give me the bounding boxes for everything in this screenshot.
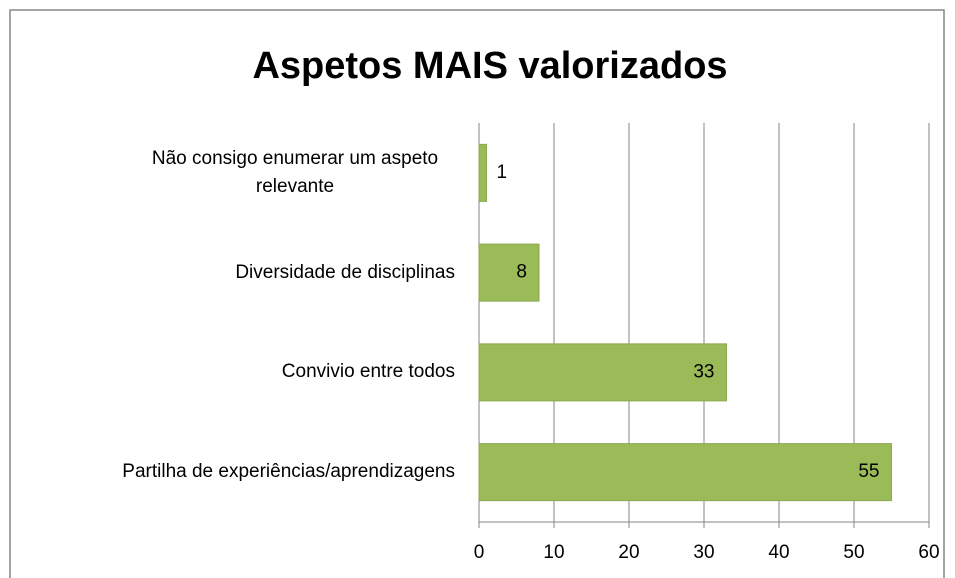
value-label: 33 — [693, 361, 714, 382]
x-tick-label: 20 — [618, 542, 639, 563]
bar — [478, 443, 892, 502]
bar — [478, 243, 540, 302]
x-tick-label: 30 — [693, 542, 714, 563]
value-label: 8 — [516, 262, 527, 283]
x-tick-label: 50 — [843, 542, 864, 563]
category-label: Convivio entre todos — [281, 361, 455, 383]
category-label: Diversidade de disciplinas — [235, 261, 455, 283]
chart-title: Aspetos MAIS valorizados — [252, 45, 727, 87]
bar — [478, 143, 487, 202]
x-tick-label: 40 — [768, 542, 789, 563]
x-tick-label: 0 — [474, 542, 485, 563]
category-label: Não consigo enumerar um aspeto relevante — [151, 147, 439, 197]
x-tick-label: 10 — [543, 542, 564, 563]
x-tick-label: 60 — [918, 542, 939, 563]
value-label: 55 — [858, 461, 879, 482]
category-label: Partilha de experiências/aprendizagens — [122, 461, 455, 483]
value-label: 1 — [497, 162, 508, 183]
bar — [478, 343, 727, 402]
chart-border — [9, 9, 945, 578]
